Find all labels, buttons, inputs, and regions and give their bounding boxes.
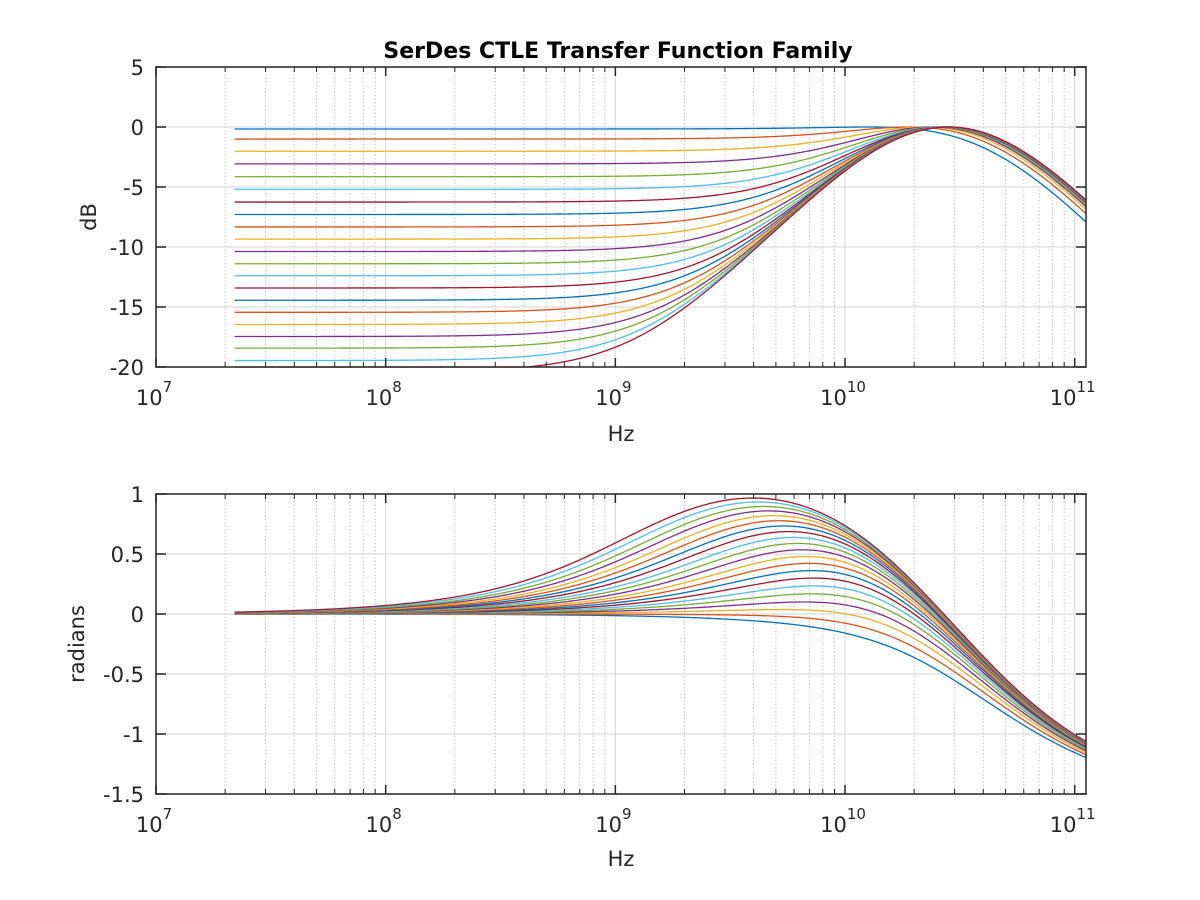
axes-box — [155, 493, 1087, 795]
magnitude-y-label: dB — [77, 203, 101, 231]
magnitude-curve — [234, 126, 1087, 338]
magnitude-curve — [234, 126, 1087, 326]
magnitude-curve — [234, 126, 1087, 223]
y-tick-label: -1.5 — [103, 783, 144, 807]
y-tick-label: 0 — [131, 116, 144, 140]
magnitude-curve — [234, 126, 1087, 210]
x-tick-label: 1011 — [1050, 805, 1096, 837]
y-tick-label: -0.5 — [103, 663, 144, 687]
phase-y-label: radians — [65, 605, 89, 683]
magnitude-curve — [234, 126, 1087, 362]
magnitude-curve — [234, 126, 1087, 313]
magnitude-grid — [155, 66, 1086, 368]
phase-curve — [234, 497, 1087, 743]
phase-axes: 1 0.5 0 -0.5 -1 -1.5 107 108 109 1010 1011 radian… — [65, 483, 1096, 871]
magnitude-curve — [234, 126, 1087, 216]
magnitude-curve — [234, 126, 1087, 215]
axes-box — [155, 66, 1087, 368]
y-tick-label: -20 — [110, 356, 144, 380]
y-tick-label: 0.5 — [111, 543, 144, 567]
phase-curve — [234, 562, 1087, 747]
y-tick-label: 0 — [131, 603, 144, 627]
phase-y-tick-labels: 1 0.5 0 -0.5 -1 -1.5 — [103, 483, 144, 807]
x-tick-label: 109 — [595, 805, 631, 837]
phase-curve — [234, 515, 1087, 743]
magnitude-frame — [155, 66, 1087, 368]
y-tick-label: -5 — [123, 176, 144, 200]
x-tick-label: 109 — [595, 378, 631, 410]
magnitude-x-label: Hz — [608, 422, 635, 446]
phase-curve — [234, 510, 1087, 743]
y-tick-label: 5 — [131, 56, 144, 80]
magnitude-axes: 5 0 -5 -10 -15 -20 107 108 109 1010 1011 dB Hz — [77, 56, 1096, 446]
phase-frame — [155, 493, 1087, 795]
x-tick-label: 108 — [366, 378, 402, 410]
phase-x-label: Hz — [608, 847, 635, 871]
x-tick-label: 1011 — [1050, 378, 1096, 410]
magnitude-y-tick-labels: 5 0 -5 -10 -15 -20 — [110, 56, 144, 380]
phase-curve — [234, 601, 1087, 752]
magnitude-x-tick-labels: 107 108 109 1010 1011 — [136, 378, 1096, 410]
x-tick-label: 107 — [136, 378, 172, 410]
phase-curve — [234, 569, 1087, 748]
y-tick-label: 1 — [131, 483, 144, 507]
x-tick-label: 1010 — [820, 805, 866, 837]
magnitude-curves — [234, 126, 1087, 368]
x-tick-label: 108 — [366, 805, 402, 837]
y-tick-label: -10 — [110, 236, 144, 260]
x-tick-label: 1010 — [820, 378, 866, 410]
y-tick-label: -1 — [123, 723, 144, 747]
y-tick-label: -15 — [110, 296, 144, 320]
phase-curve — [234, 501, 1087, 743]
x-tick-label: 107 — [136, 805, 172, 837]
magnitude-curve — [234, 126, 1087, 349]
phase-x-tick-labels: 107 108 109 1010 1011 — [136, 805, 1096, 837]
magnitude-curve — [234, 126, 1087, 265]
phase-curves — [234, 497, 1087, 759]
chart-title: SerDes CTLE Transfer Function Family — [383, 39, 852, 64]
